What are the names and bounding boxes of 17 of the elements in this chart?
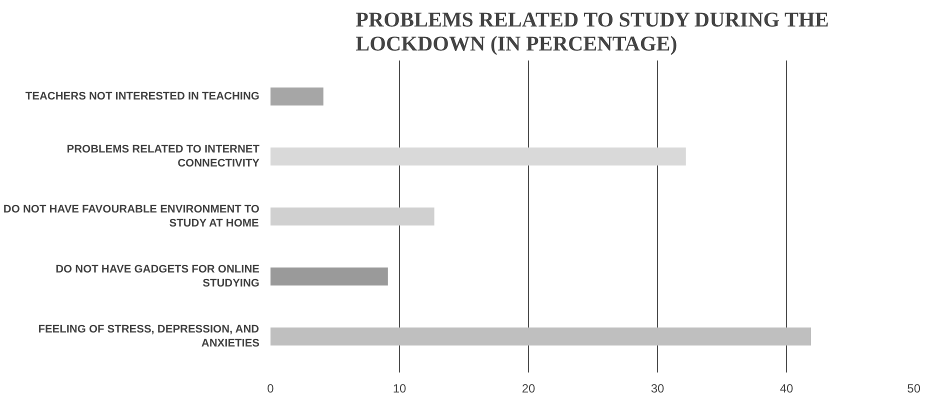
bar [270, 328, 812, 346]
x-tick-label: 0 [267, 382, 274, 396]
x-tick-label: 20 [522, 382, 536, 396]
chart-title: PROBLEMS RELATED TO STUDY DURING THE LOCKDOWN (IN PERCENTAGE) [356, 8, 829, 56]
y-tick-label: FEELING OF STRESS, DEPRESSION, AND ANXIETIES [38, 323, 260, 350]
y-tick-label: DO NOT HAVE FAVOURABLE ENVIRONMENT TO STUDY AT HOME [3, 203, 260, 230]
x-tick-label: 50 [907, 382, 921, 396]
bar [270, 268, 388, 286]
bar [270, 148, 686, 166]
x-tick-label: 30 [650, 382, 664, 396]
y-tick-label: TEACHERS NOT INTERESTED IN TEACHING [25, 90, 260, 102]
bar [270, 88, 324, 106]
y-tick-label: PROBLEMS RELATED TO INTERNET CONNECTIVITY [66, 143, 260, 170]
x-tick-label: 10 [392, 382, 406, 396]
x-tick-label: 40 [780, 382, 794, 396]
bar [270, 208, 434, 226]
y-tick-label: DO NOT HAVE GADGETS FOR ONLINE STUDYING [56, 263, 260, 290]
